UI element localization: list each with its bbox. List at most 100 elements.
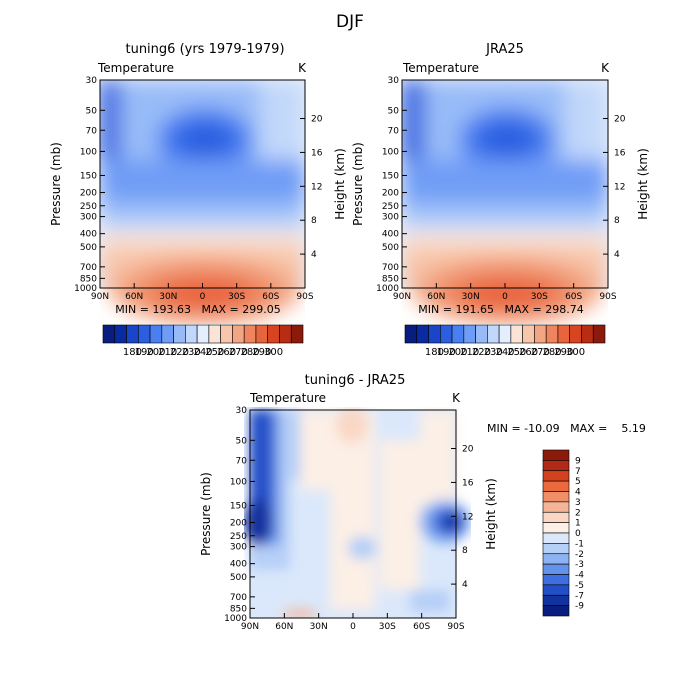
colorbar-label: 220: [170, 347, 189, 358]
y-tick-label: 50: [236, 436, 248, 446]
colorbar-swatch: [569, 324, 582, 344]
y2-tick-label: 12: [462, 512, 473, 522]
colorbar-swatch: [542, 594, 570, 606]
colorbar-label: 200: [448, 347, 467, 358]
y-axis-label: Pressure (mb): [199, 472, 213, 556]
colorbar-swatch: [243, 324, 257, 344]
colorbar-swatch: [542, 522, 570, 534]
colorbar-label: 300: [264, 347, 283, 358]
x-tick-label: 60S: [262, 292, 279, 302]
colorbar-label: -9: [575, 602, 584, 612]
y-tick-label: 1000: [74, 284, 97, 294]
colorbar-swatch: [404, 324, 418, 344]
y-tick-label: 70: [388, 126, 400, 136]
colorbar-swatch: [475, 324, 488, 344]
y2-tick-label: 20: [311, 115, 323, 125]
colorbar-swatch: [581, 324, 594, 344]
colorbar-label: -3: [575, 560, 584, 570]
colorbar-swatch: [267, 324, 280, 344]
colorbar-label: 250: [205, 347, 224, 358]
x-tick-label: 60N: [427, 292, 445, 302]
x-tick-label: 0: [200, 292, 206, 302]
colorbar-swatch: [279, 324, 292, 344]
bottom-axis: 90N 60N 30N 0 30S 60S 90S: [393, 283, 617, 302]
colorbar-swatch: [542, 491, 570, 503]
colorbar-label: 290: [252, 347, 271, 358]
y-tick-label: 700: [230, 593, 247, 603]
colorbar-swatch: [542, 501, 570, 513]
colorbar-label: 290: [554, 347, 573, 358]
colorbar-label: 240: [193, 347, 212, 358]
y2-tick-label: 20: [462, 445, 474, 455]
colorbar-label: 0: [575, 529, 581, 539]
colorbar-swatch: [137, 324, 151, 344]
colorbar-swatch: [290, 324, 304, 344]
colorbar-label: 210: [460, 347, 479, 358]
colorbar-label: 220: [472, 347, 491, 358]
x-tick-label: 90N: [393, 292, 411, 302]
x-tick-label: 60N: [275, 622, 293, 632]
colorbar-swatch: [126, 324, 139, 344]
colorbar-swatch: [542, 563, 570, 575]
y2-tick-label: 16: [462, 478, 474, 488]
y-tick-label: 200: [382, 189, 399, 199]
colorbar-swatch: [185, 324, 198, 344]
colorbar-swatch: [208, 324, 221, 344]
y-tick-label: 150: [80, 171, 97, 181]
y-tick-label: 100: [230, 477, 247, 487]
colorbar-label: 280: [241, 347, 260, 358]
temperature-field-plot: [402, 80, 608, 324]
panel-variable-label: Temperature: [402, 61, 479, 75]
colorbar-swatch: [220, 324, 233, 344]
colorbar-swatch: [542, 543, 570, 555]
y-axis-label: Pressure (mb): [351, 142, 365, 226]
panel-variable-label: Temperature: [249, 391, 326, 405]
colorbar-label: 210: [158, 347, 177, 358]
colorbar-label: 190: [437, 347, 456, 358]
y-tick-label: 700: [80, 263, 97, 273]
panel-variable-label: Temperature: [97, 61, 174, 75]
x-tick-label: 30S: [228, 292, 245, 302]
colorbar-swatch: [534, 324, 547, 344]
right-axis: 4 8 12 16 20: [300, 115, 323, 260]
x-tick-label: 90S: [599, 292, 616, 302]
y-tick-label: 500: [230, 573, 247, 583]
right-axis: 4 8 12 16 20: [451, 445, 474, 590]
y2-tick-label: 4: [462, 580, 468, 590]
colorbar-label: 260: [217, 347, 236, 358]
colorbar-swatch: [542, 553, 570, 565]
y-tick-label: 150: [230, 501, 247, 511]
colorbar-label: 2: [575, 508, 581, 518]
colorbar-swatch: [102, 324, 116, 344]
x-tick-label: 30N: [462, 292, 480, 302]
y-tick-label: 100: [382, 147, 399, 157]
y-tick-label: 30: [388, 76, 400, 86]
y2-axis-label: Height (km): [636, 148, 650, 219]
right-axis: 4 8 12 16 20: [603, 115, 626, 260]
colorbar-swatch: [557, 324, 571, 344]
colorbar-swatch: [542, 470, 570, 482]
x-tick-label: 90N: [241, 622, 259, 632]
panel-difference: tuning6 - JRA25 Temperature K: [199, 373, 646, 632]
y-tick-label: 400: [382, 230, 399, 240]
min-max-stats: MIN = 191.65 MAX = 298.74: [418, 303, 583, 316]
difference-field-plot: [244, 407, 471, 618]
colorbar-label: 180: [425, 347, 444, 358]
y-tick-label: 70: [236, 456, 248, 466]
y-tick-label: 150: [382, 171, 399, 181]
x-tick-label: 30N: [159, 292, 177, 302]
colorbar-swatch: [255, 324, 269, 344]
colorbar-label: 180: [123, 347, 142, 358]
colorbar-swatch: [114, 324, 127, 344]
colorbar-swatch: [510, 324, 523, 344]
colorbar-label: 5: [575, 477, 581, 487]
y-tick-label: 50: [388, 106, 400, 116]
x-tick-label: 0: [502, 292, 508, 302]
colorbar-swatch: [232, 324, 245, 344]
min-max-stats: MIN = 193.63 MAX = 299.05: [115, 303, 280, 316]
x-tick-label: 60N: [125, 292, 143, 302]
